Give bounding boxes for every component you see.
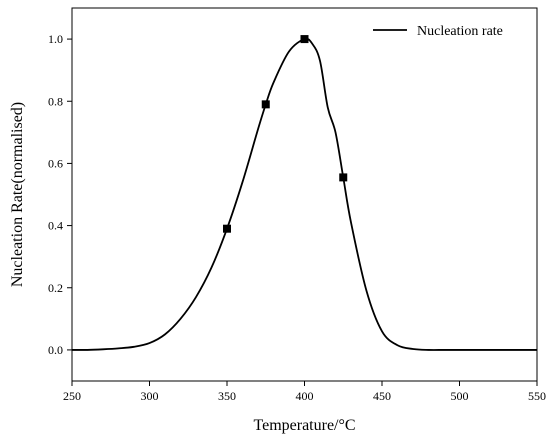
y-tick-label: 0.2: [48, 281, 63, 295]
y-tick-label: 0.8: [48, 94, 63, 108]
plot-frame: [71, 7, 538, 382]
x-tick-label: 350: [218, 389, 236, 403]
y-axis-ticks: 0.0 0.2 0.4 0.6 0.8 1.0: [48, 32, 72, 357]
data-point-marker: [300, 35, 309, 44]
data-point-marker: [339, 173, 348, 182]
y-tick-label: 1.0: [48, 32, 63, 46]
x-tick-label: 450: [373, 389, 391, 403]
data-point-marker: [223, 224, 231, 233]
legend: Nucleation rate: [373, 24, 503, 39]
plot-axes: [71, 7, 538, 382]
y-tick-label: 0.4: [48, 219, 63, 233]
x-axis-title: Temperature/°C: [253, 417, 355, 434]
x-tick-label: 500: [451, 389, 469, 403]
x-tick-label: 400: [296, 389, 314, 403]
series-layer: [71, 35, 537, 351]
data-point-marker: [261, 100, 270, 109]
y-axis-title: Nucleation Rate(normalised): [9, 102, 26, 287]
x-tick-label: 300: [141, 389, 159, 403]
y-tick-label: 0.6: [48, 156, 63, 170]
x-tick-label: 250: [63, 389, 81, 403]
x-tick-label: 550: [528, 389, 546, 403]
series-line-nucleation-rate: [71, 37, 537, 351]
legend-label: Nucleation rate: [417, 24, 503, 39]
y-tick-label: 0.0: [48, 343, 63, 357]
x-axis-ticks: 250 300 350 400 450 500 550: [63, 381, 546, 403]
